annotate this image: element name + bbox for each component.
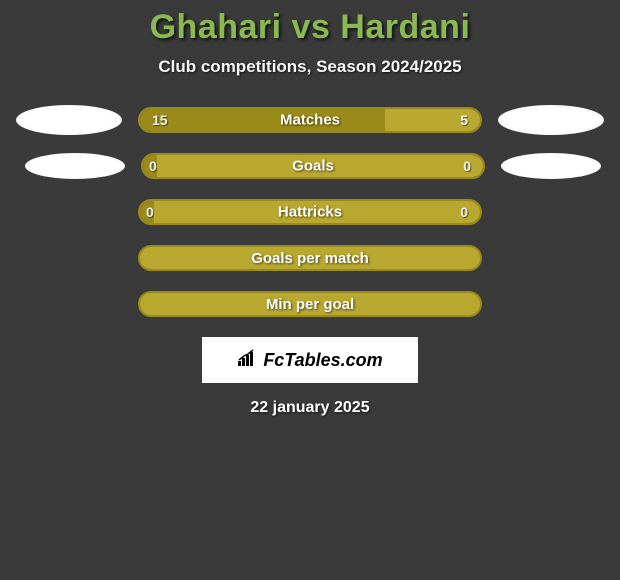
stat-label: Hattricks xyxy=(278,204,342,221)
stat-left-value: 15 xyxy=(140,109,385,131)
avatar-ellipse xyxy=(501,153,601,179)
matches-left-value: 15 xyxy=(152,112,168,128)
stat-label: Min per goal xyxy=(266,296,354,313)
stat-bar-min-per-goal: Min per goal xyxy=(138,291,482,317)
stat-bar-goals-per-match: Goals per match xyxy=(138,245,482,271)
stat-bar-matches: 15 5 Matches xyxy=(138,107,482,133)
logo-text: FcTables.com xyxy=(237,349,382,372)
stat-row-goals: 0 0 Goals xyxy=(0,153,620,179)
player-avatar-left xyxy=(16,105,122,135)
stat-bar-hattricks: 0 0 Hattricks xyxy=(138,199,482,225)
stat-left-value: 0 xyxy=(143,155,157,177)
avatar-ellipse xyxy=(25,153,125,179)
main-container: Ghahari vs Hardani Club competitions, Se… xyxy=(0,0,620,417)
matches-right-value: 5 xyxy=(460,112,468,128)
stat-right-value: 5 xyxy=(385,109,480,131)
stat-left-value: 0 xyxy=(140,201,154,223)
player-avatar-right xyxy=(501,153,601,179)
page-subtitle: Club competitions, Season 2024/2025 xyxy=(0,57,620,77)
stat-label: Goals xyxy=(292,158,334,175)
stat-label: Matches xyxy=(280,112,340,129)
avatar-ellipse xyxy=(498,105,604,135)
logo-label: FcTables.com xyxy=(263,350,382,371)
stat-label: Goals per match xyxy=(251,250,369,267)
stat-row-hattricks: 0 0 Hattricks xyxy=(0,199,620,225)
page-title: Ghahari vs Hardani xyxy=(0,8,620,47)
stat-bar-goals: 0 0 Goals xyxy=(141,153,485,179)
goals-right-value: 0 xyxy=(463,158,471,174)
player-avatar-left xyxy=(19,153,125,179)
date-text: 22 january 2025 xyxy=(0,399,620,417)
hattricks-right-value: 0 xyxy=(460,204,468,220)
logo-box[interactable]: FcTables.com xyxy=(202,337,418,383)
player-avatar-right xyxy=(498,105,604,135)
stat-row-min-per-goal: Min per goal xyxy=(0,291,620,317)
avatar-ellipse xyxy=(16,105,122,135)
chart-icon xyxy=(237,349,259,372)
stat-row-goals-per-match: Goals per match xyxy=(0,245,620,271)
stat-row-matches: 15 5 Matches xyxy=(0,107,620,133)
